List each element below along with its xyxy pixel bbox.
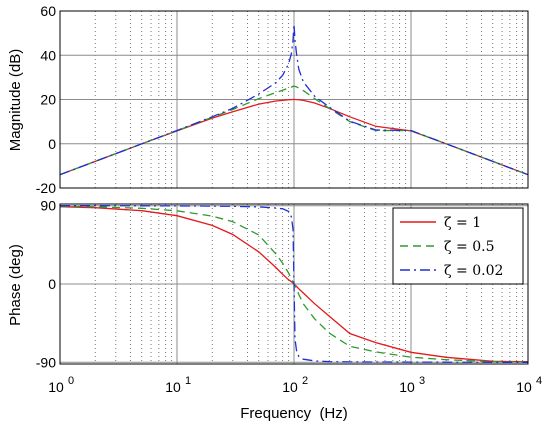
x-tick-label: 10	[516, 379, 532, 395]
x-tick-exponent: 4	[536, 375, 542, 387]
x-tick-exponent: 3	[419, 375, 425, 387]
y-tick-label: 0	[48, 276, 56, 292]
x-tick-exponent: 1	[185, 375, 191, 387]
x-tick-exponent: 0	[68, 375, 74, 387]
y-tick-label: -20	[36, 180, 56, 196]
phase-y-axis-label: Phase (deg)	[7, 244, 24, 326]
phase-series-group	[59, 205, 529, 363]
x-axis-label: Frequency (Hz)	[240, 405, 348, 422]
phase-axes-frame	[59, 203, 529, 365]
y-tick-label: 90	[40, 198, 56, 214]
y-tick-label: -90	[36, 354, 56, 370]
legend-items: ζ = 1 ζ = 0.5 ζ = 0.02	[400, 215, 503, 279]
legend-label: ζ = 1	[444, 215, 481, 231]
legend: ζ = 1 ζ = 0.5 ζ = 0.02	[392, 207, 524, 285]
series-line	[60, 205, 528, 363]
phase-panel: 90 0 -90 10 0 10 1 10 2 10 3 10 4 Phase (deg) Frequ…	[7, 198, 542, 422]
phase-y-ticks: 90 0 -90	[36, 198, 56, 371]
x-tick-label: 10	[282, 379, 298, 395]
series-line	[59, 24, 529, 176]
y-tick-label: 60	[40, 3, 56, 19]
magnitude-y-ticks: 60 40 20 0 -20	[36, 3, 56, 196]
legend-label: ζ = 0.5	[444, 239, 494, 255]
y-tick-label: 0	[48, 136, 56, 152]
y-tick-label: 20	[40, 92, 56, 108]
series-line	[59, 98, 529, 176]
y-tick-label: 40	[40, 47, 56, 63]
legend-label: ζ = 0.02	[444, 263, 503, 279]
x-tick-label: 10	[165, 379, 181, 395]
magnitude-grid	[60, 11, 528, 188]
magnitude-panel: 60 40 20 0 -20 Magnitude (dB)	[7, 3, 529, 196]
x-tick-label: 10	[399, 379, 415, 395]
x-ticks: 10 0 10 1 10 2 10 3 10 4	[48, 375, 542, 395]
x-tick-exponent: 2	[302, 375, 308, 387]
magnitude-y-axis-label: Magnitude (dB)	[7, 49, 24, 152]
x-tick-label: 10	[48, 379, 64, 395]
magnitude-series-group	[59, 24, 529, 176]
magnitude-axes-frame	[59, 10, 529, 189]
